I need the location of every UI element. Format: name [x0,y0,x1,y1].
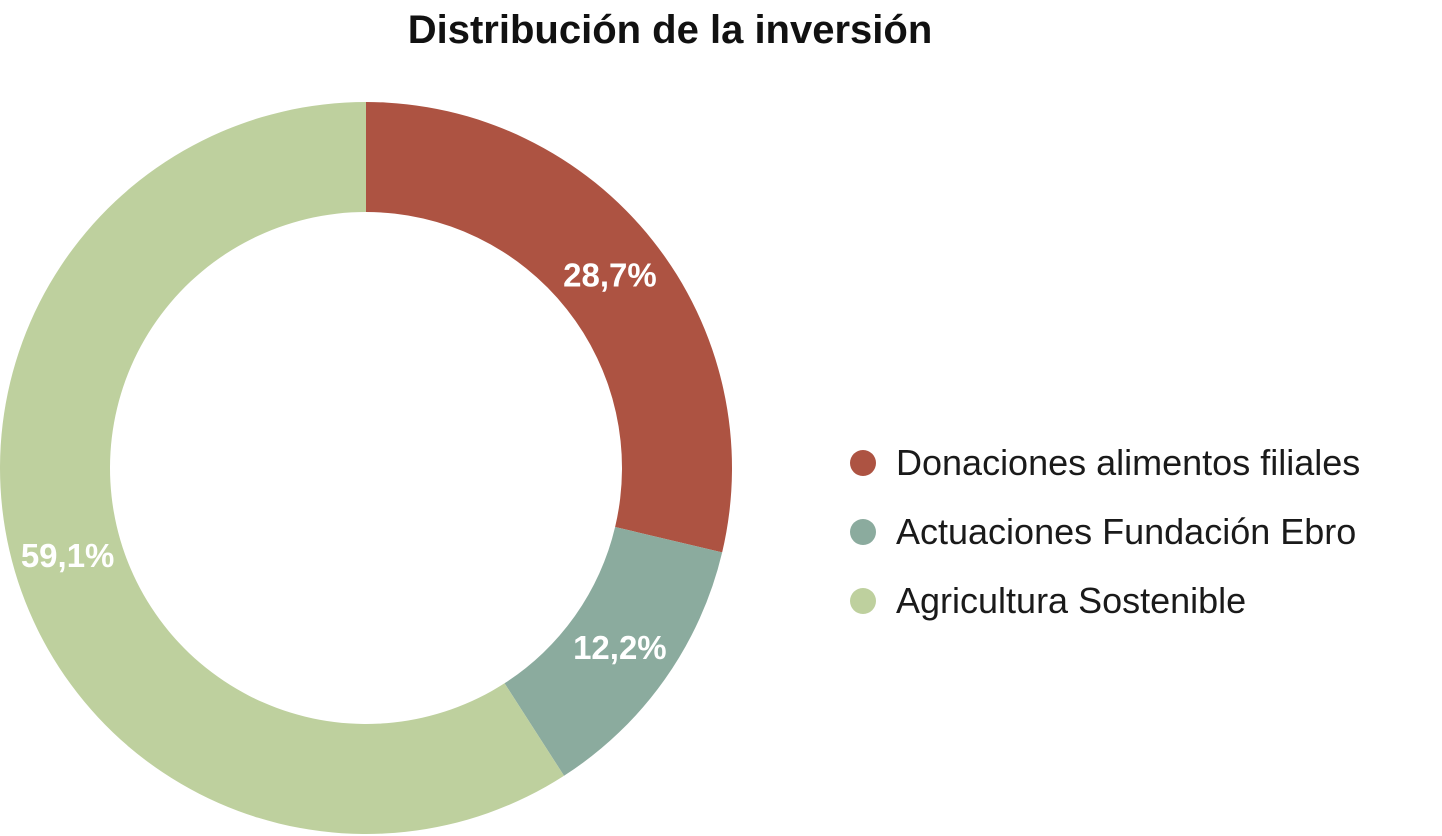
legend-item-agricultura-sostenible: Agricultura Sostenible [850,566,1360,635]
chart-title: Distribución de la inversión [407,8,933,52]
legend-swatch-donaciones [850,449,876,476]
donut-slices [0,102,732,834]
legend-swatch-actuaciones [850,518,876,545]
legend-label-agricultura: Agricultura Sostenible [896,579,1247,621]
donut-slice-labels: 28,7% 12,2% 59,1% [21,257,667,667]
legend-label-donaciones: Donaciones alimentos filiales [896,441,1361,483]
donut-slice-donaciones-alimentos-filiales [366,102,732,553]
slice-value-label-donaciones-alimentos-filiales: 28,7% [563,257,657,294]
legend-item-donaciones-alimentos-filiales: Donaciones alimentos filiales [850,428,1360,497]
legend-label-actuaciones: Actuaciones Fundación Ebro [896,510,1357,552]
legend-swatch-agricultura [850,587,876,614]
donut-slice-actuaciones-fundacion-ebro [504,526,723,776]
slice-value-label-agricultura-sostenible: 59,1% [21,537,115,574]
chart-legend: Donaciones alimentos filiales Actuacione… [850,428,1360,635]
slice-value-label-actuaciones-fundacion-ebro: 12,2% [573,629,667,666]
legend-item-actuaciones-fundacion-ebro: Actuaciones Fundación Ebro [850,497,1360,566]
donut-slice-agricultura-sostenible [0,102,565,834]
